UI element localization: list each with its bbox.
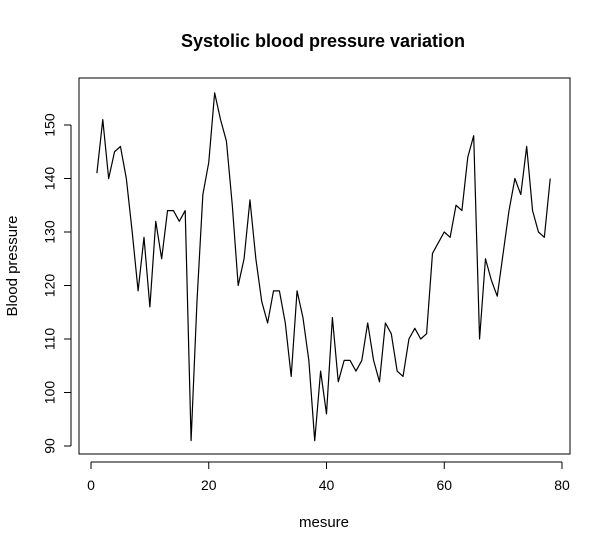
y-tick-label: 110 [42,328,58,351]
y-axis-label: Blood pressure [4,216,21,317]
x-tick-label: 60 [436,477,452,493]
x-tick-label: 40 [319,477,335,493]
x-tick-label: 0 [87,477,95,493]
y-axis: 90 100 110 120 130 140 150 [42,113,72,454]
x-axis: 0 20 40 60 80 [87,461,570,493]
x-tick-label: 80 [554,477,570,493]
y-tick-label: 130 [42,220,58,244]
series-line [96,92,551,442]
y-tick-label: 90 [42,438,58,454]
x-tick-label: 20 [201,477,217,493]
y-tick-label: 140 [42,167,58,191]
y-tick-label: 120 [42,274,58,298]
chart-title: Systolic blood pressure variation [181,31,465,51]
y-tick-label: 150 [42,113,58,137]
y-tick-label: 100 [42,381,58,405]
plot-frame [78,77,571,455]
x-axis-label: mesure [299,514,349,531]
